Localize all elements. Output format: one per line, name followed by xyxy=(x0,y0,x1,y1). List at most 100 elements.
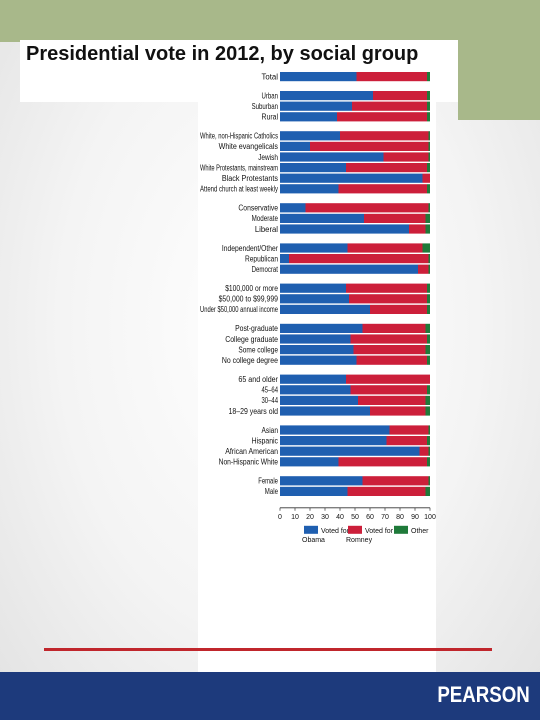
bar-segment-other xyxy=(427,436,430,446)
bar-segment-obama xyxy=(280,374,346,384)
bar-segment-romney xyxy=(356,355,427,365)
x-tick-label: 80 xyxy=(396,514,404,521)
bar-segment-obama xyxy=(280,131,340,141)
legend-label: Other xyxy=(411,528,429,535)
row-label: Conservative xyxy=(238,204,278,213)
bar-segment-other xyxy=(427,112,430,122)
bar-segment-romney xyxy=(346,283,427,293)
bar-segment-obama xyxy=(280,101,352,111)
row-label: Moderate xyxy=(252,214,279,223)
bar-segment-romney xyxy=(350,385,427,395)
x-tick-label: 60 xyxy=(366,514,374,521)
row-label: Non-Hispanic White xyxy=(219,458,279,467)
legend-label: Voted for Romney xyxy=(346,528,394,544)
row-label: Asian xyxy=(262,426,279,435)
bar-segment-romney xyxy=(373,91,427,101)
bar-segment-romney xyxy=(370,406,426,416)
bar-segment-other xyxy=(428,141,430,151)
row-label: Female xyxy=(258,477,278,486)
bar-segment-other xyxy=(428,203,430,213)
row-label: 65 and older xyxy=(238,375,278,384)
bar-segment-romney xyxy=(389,425,429,435)
x-tick-label: 70 xyxy=(381,514,389,521)
bar-segment-other xyxy=(427,355,430,365)
bar-segment-romney xyxy=(419,446,429,456)
bar-segment-other xyxy=(425,224,430,234)
bar-segment-obama xyxy=(280,446,420,456)
row-label: African American xyxy=(225,447,278,456)
bar-segment-obama xyxy=(280,345,354,355)
bar-segment-obama xyxy=(280,173,423,183)
bar-segment-obama xyxy=(280,163,346,173)
bar-segment-obama xyxy=(280,91,373,101)
bar-segment-other xyxy=(425,213,430,223)
footer-band xyxy=(0,672,540,720)
row-label: Some college xyxy=(238,345,278,354)
row-label: 45–64 xyxy=(262,386,279,395)
bar-segment-other xyxy=(425,323,430,333)
bar-segment-obama xyxy=(280,355,357,365)
bar-segment-obama xyxy=(280,141,310,151)
row-label: Independent/Other xyxy=(222,244,278,253)
bar-segment-romney xyxy=(337,112,427,122)
x-tick-label: 30 xyxy=(321,514,329,521)
bar-segment-other xyxy=(422,243,430,253)
bar-segment-romney xyxy=(352,101,427,111)
row-label: White, non-Hispanic Catholics xyxy=(200,132,278,141)
legend-swatch-romney xyxy=(348,525,362,534)
bar-segment-romney xyxy=(370,304,427,314)
row-label: Urban xyxy=(262,91,279,100)
bar-segment-romney xyxy=(362,476,429,486)
bar-segment-other xyxy=(428,476,430,486)
x-tick-label: 10 xyxy=(291,514,299,521)
bar-segment-other xyxy=(427,457,430,467)
bar-segment-obama xyxy=(280,264,418,274)
bar-segment-obama xyxy=(280,72,357,82)
bar-segment-romney xyxy=(346,163,427,173)
bar-segment-romney xyxy=(340,131,429,141)
bar-segment-other xyxy=(427,184,430,194)
row-label: White Protestants, mainstream xyxy=(200,163,278,172)
red-divider-line xyxy=(44,648,492,651)
bar-segment-obama xyxy=(280,243,348,253)
bar-segment-other xyxy=(427,283,430,293)
row-label: No college degree xyxy=(222,356,279,365)
row-label: Total xyxy=(262,72,279,81)
slide-title: Presidential vote in 2012, by social gro… xyxy=(26,43,419,65)
bar-segment-romney xyxy=(353,345,426,355)
bar-segment-other xyxy=(428,446,430,456)
bar-segment-other xyxy=(427,294,430,304)
bar-segment-romney xyxy=(362,323,426,333)
bar-segment-obama xyxy=(280,184,339,194)
bar-segment-obama xyxy=(280,436,387,446)
x-tick-label: 20 xyxy=(306,514,314,521)
bar-segment-obama xyxy=(280,385,351,395)
row-label: Male xyxy=(265,487,279,496)
bar-segment-romney xyxy=(347,243,423,253)
legend-swatch-other xyxy=(394,525,408,534)
bar-segment-romney xyxy=(356,72,427,82)
x-tick-label: 100 xyxy=(424,514,436,521)
top-right-color-block xyxy=(458,42,540,120)
row-label: Attend church at least weekly xyxy=(200,185,278,194)
bar-segment-obama xyxy=(280,152,384,162)
bar-segment-obama xyxy=(280,112,337,122)
pearson-logo: PEARSON xyxy=(437,682,530,707)
bar-segment-romney xyxy=(386,436,427,446)
row-label: Hispanic xyxy=(252,436,278,445)
top-color-band xyxy=(0,0,540,42)
bar-segment-other xyxy=(425,395,430,405)
bar-segment-other xyxy=(428,152,430,162)
bar-segment-romney xyxy=(383,152,429,162)
bar-segment-obama xyxy=(280,406,370,416)
bar-segment-romney xyxy=(338,184,427,194)
bar-segment-obama xyxy=(280,224,409,234)
bar-segment-romney xyxy=(409,224,426,234)
row-label: 30–44 xyxy=(262,396,279,405)
row-label: Democrat xyxy=(252,265,279,274)
stacked-bar-chart: Total Urban Suburban Rural White, non-Hispan… xyxy=(200,72,436,544)
bar-segment-romney xyxy=(349,294,427,304)
bar-segment-obama xyxy=(280,254,289,264)
row-label: Suburban xyxy=(252,102,278,111)
x-tick-label: 0 xyxy=(278,514,282,521)
